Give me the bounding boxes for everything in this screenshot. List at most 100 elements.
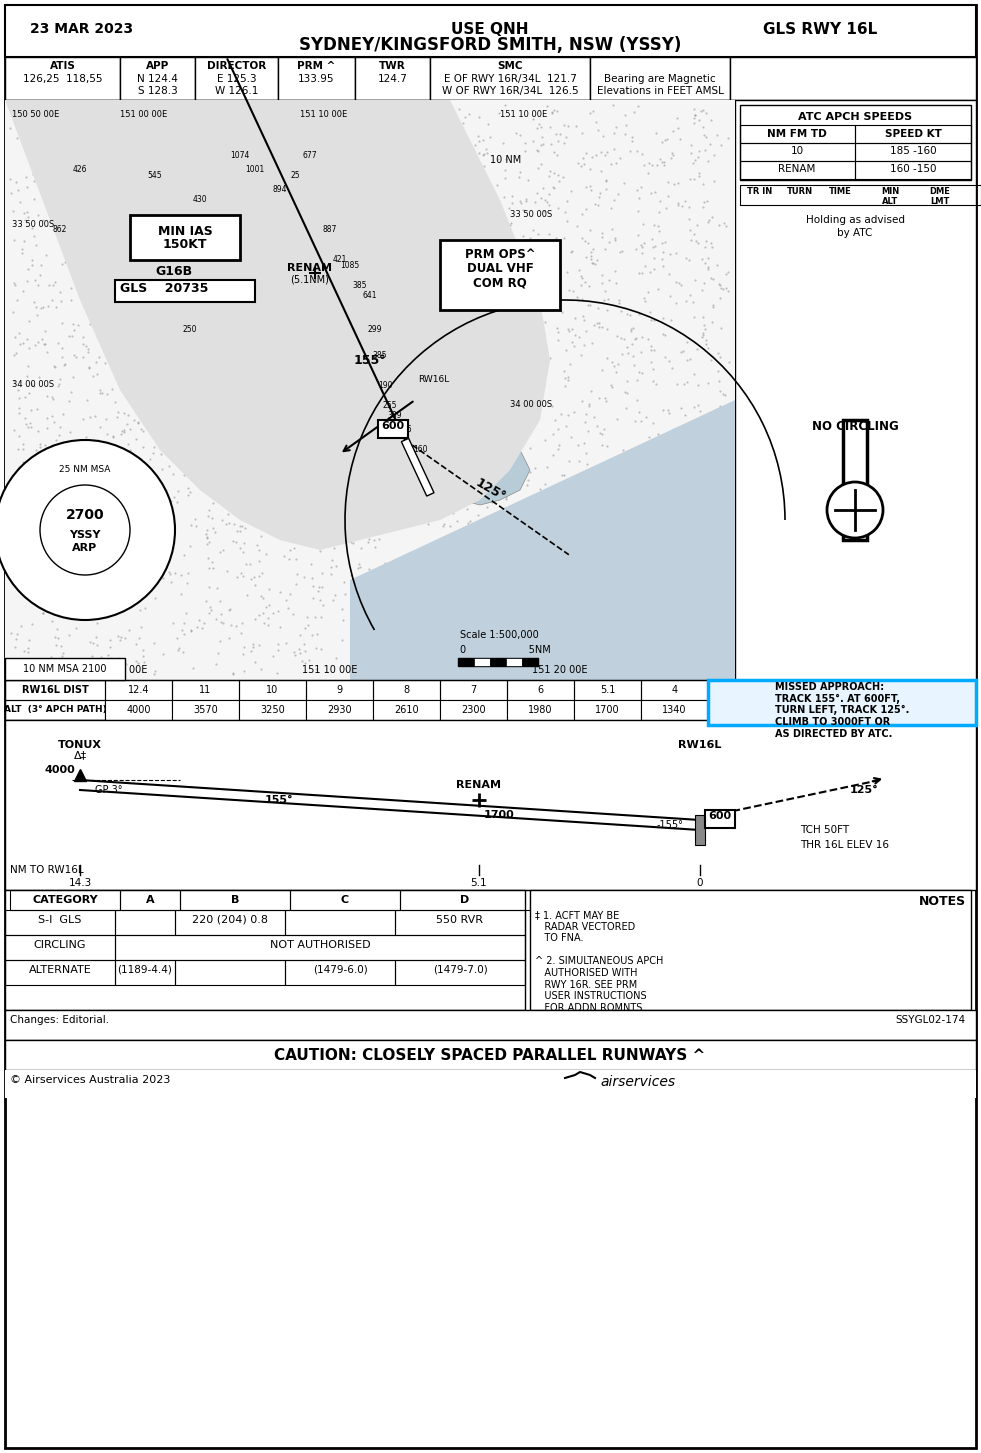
Point	[426, 440, 441, 464]
Point	[208, 652, 224, 676]
Point	[682, 555, 697, 578]
Point	[90, 108, 106, 131]
Point	[565, 594, 581, 618]
Point	[26, 224, 42, 247]
Point	[427, 116, 442, 139]
Point	[54, 312, 70, 336]
Point	[91, 379, 107, 402]
Point	[44, 189, 60, 212]
Bar	[735, 100, 976, 680]
Point	[172, 103, 187, 126]
Point	[316, 318, 332, 341]
Point	[601, 606, 617, 629]
Point	[507, 604, 523, 628]
Point	[125, 462, 140, 485]
Text: 151 00 00E: 151 00 00E	[92, 665, 148, 676]
Point	[510, 641, 526, 664]
Point	[716, 577, 732, 600]
Point	[542, 222, 557, 246]
Point	[5, 199, 21, 222]
Point	[370, 497, 386, 520]
Point	[213, 588, 229, 612]
Point	[715, 278, 731, 301]
Point	[59, 225, 75, 248]
Point	[616, 171, 632, 195]
Point	[692, 514, 707, 538]
Point	[275, 214, 290, 237]
Point	[90, 196, 106, 219]
Point	[203, 353, 219, 376]
Point	[187, 339, 203, 362]
Point	[253, 525, 269, 548]
Point	[150, 471, 166, 494]
Point	[249, 533, 265, 556]
Point	[189, 116, 205, 139]
Point	[652, 493, 668, 516]
Point	[16, 554, 31, 577]
Point	[631, 302, 646, 325]
Point	[452, 600, 468, 623]
Point	[266, 516, 282, 539]
Point	[617, 103, 633, 126]
Point	[39, 542, 55, 565]
Point	[415, 299, 431, 323]
Point	[252, 368, 268, 391]
Point	[631, 400, 646, 423]
Point	[496, 266, 512, 289]
Point	[642, 260, 657, 283]
Point	[104, 198, 120, 221]
Point	[186, 507, 202, 530]
Point	[88, 362, 104, 385]
Text: 124.7: 124.7	[378, 74, 407, 84]
Text: 2: 2	[805, 684, 811, 695]
Point	[118, 439, 133, 462]
Point	[72, 462, 87, 485]
Point	[394, 657, 410, 680]
Point	[163, 132, 179, 155]
Point	[334, 198, 349, 221]
Bar	[5, 700, 105, 721]
Point	[358, 477, 374, 500]
Point	[528, 325, 543, 349]
Point	[480, 657, 495, 680]
Point	[613, 474, 629, 497]
Point	[479, 363, 494, 386]
Point	[303, 371, 319, 394]
Point	[268, 244, 284, 267]
Point	[713, 488, 729, 511]
Point	[52, 416, 68, 439]
Point	[200, 253, 216, 276]
Bar	[105, 700, 172, 721]
Point	[502, 214, 518, 237]
Point	[721, 260, 737, 283]
Point	[404, 478, 420, 501]
Bar	[5, 721, 976, 891]
Text: NOTES: NOTES	[919, 895, 966, 908]
Point	[630, 479, 645, 503]
Point	[174, 243, 189, 266]
Point	[671, 192, 687, 215]
Point	[278, 206, 293, 230]
Point	[656, 453, 672, 477]
Point	[21, 257, 36, 280]
Point	[158, 135, 174, 158]
Point	[448, 439, 464, 462]
Point	[252, 118, 268, 141]
Bar	[440, 680, 507, 700]
Point	[325, 588, 340, 612]
Point	[583, 157, 598, 180]
Point	[143, 137, 159, 160]
Point	[683, 218, 698, 241]
Point	[460, 549, 476, 572]
Point	[248, 477, 264, 500]
Point	[664, 356, 680, 379]
Point	[257, 504, 273, 527]
Point	[51, 523, 67, 546]
Point	[654, 131, 670, 154]
Point	[682, 248, 697, 272]
Point	[28, 105, 44, 128]
Point	[545, 141, 561, 164]
Point	[60, 507, 76, 530]
Point	[322, 125, 337, 148]
Point	[540, 622, 555, 645]
